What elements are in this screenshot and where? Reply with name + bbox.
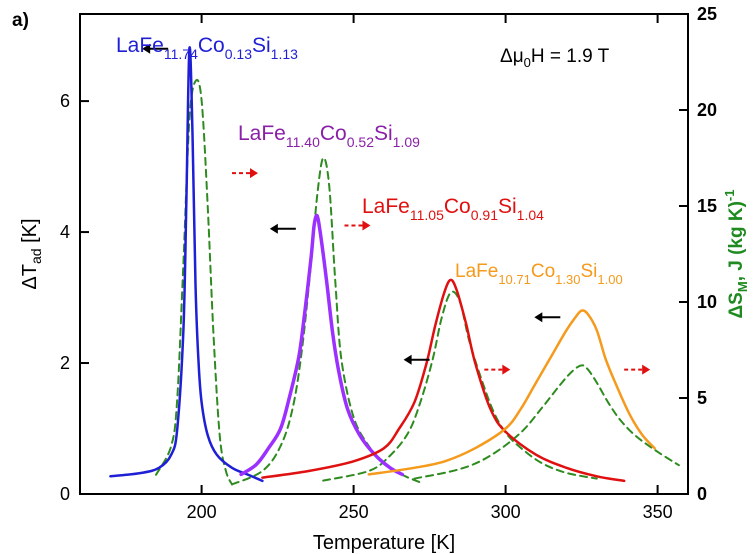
y-right-axis-label: ΔSM, J (kg K)-1 [722, 190, 750, 319]
left-axis-arrow-icon [534, 312, 561, 323]
y-right-tick-label: 5 [697, 388, 707, 408]
y-right-tick-label: 0 [697, 484, 707, 504]
y-left-axis-label: ΔTad [K] [19, 218, 44, 289]
panel-label: a) [12, 10, 29, 31]
y-left-tick-label: 6 [60, 91, 70, 111]
y-right-tick-label: 20 [697, 100, 717, 120]
left-axis-arrow-icon [142, 43, 169, 54]
entropy-curve-green_dashed [413, 364, 680, 480]
y-right-tick-label: 25 [697, 4, 717, 24]
composition-label: LaFe11.05Co0.91Si1.04 [362, 195, 544, 223]
x-tick-label: 350 [643, 502, 673, 522]
entropy-curve-green_dashed [155, 78, 233, 486]
composition-label: LaFe10.71Co1.30Si1.00 [455, 261, 623, 287]
field-annotation: Δμ0H = 1.9 T [500, 46, 610, 70]
x-tick-label: 250 [339, 502, 369, 522]
curves [109, 46, 680, 486]
axis-arrows [142, 43, 651, 375]
plot-frame [79, 13, 689, 495]
y-right-tick-label: 15 [697, 196, 717, 216]
left-axis-arrow-icon [269, 223, 296, 234]
y-right-tick-label: 10 [697, 292, 717, 312]
x-tick-label: 200 [187, 502, 217, 522]
entropy-curve-green_dashed [322, 290, 598, 482]
series-labels: LaFe11.74Co0.13Si1.13 LaFe11.40Co0.52Si1.… [116, 34, 623, 287]
y-left-tick-label: 2 [60, 353, 70, 373]
y-left-tick-label: 4 [60, 222, 70, 242]
axis-ticks: 200 250 300 350 0 2 4 6 0 5 10 15 20 25 [60, 4, 717, 522]
composition-label: LaFe11.40Co0.52Si1.09 [238, 122, 420, 150]
right-axis-arrow-icon [484, 364, 511, 375]
right-axis-arrow-icon [232, 168, 258, 179]
composition-label: LaFe11.74Co0.13Si1.13 [116, 34, 298, 62]
temperature-curve-blue [109, 46, 264, 483]
right-axis-arrow-icon [344, 220, 371, 231]
temperature-curve-orange [367, 309, 656, 476]
y-left-tick-label: 0 [60, 484, 70, 504]
left-axis-arrow-icon [403, 354, 430, 365]
x-tick-label: 300 [491, 502, 521, 522]
temperature-curve-red [261, 278, 626, 483]
x-axis-label: Temperature [K] [313, 532, 455, 554]
temperature-curve-violet [239, 213, 404, 477]
right-axis-arrow-icon [624, 364, 651, 375]
field-annotation-main: Δμ [500, 46, 524, 67]
